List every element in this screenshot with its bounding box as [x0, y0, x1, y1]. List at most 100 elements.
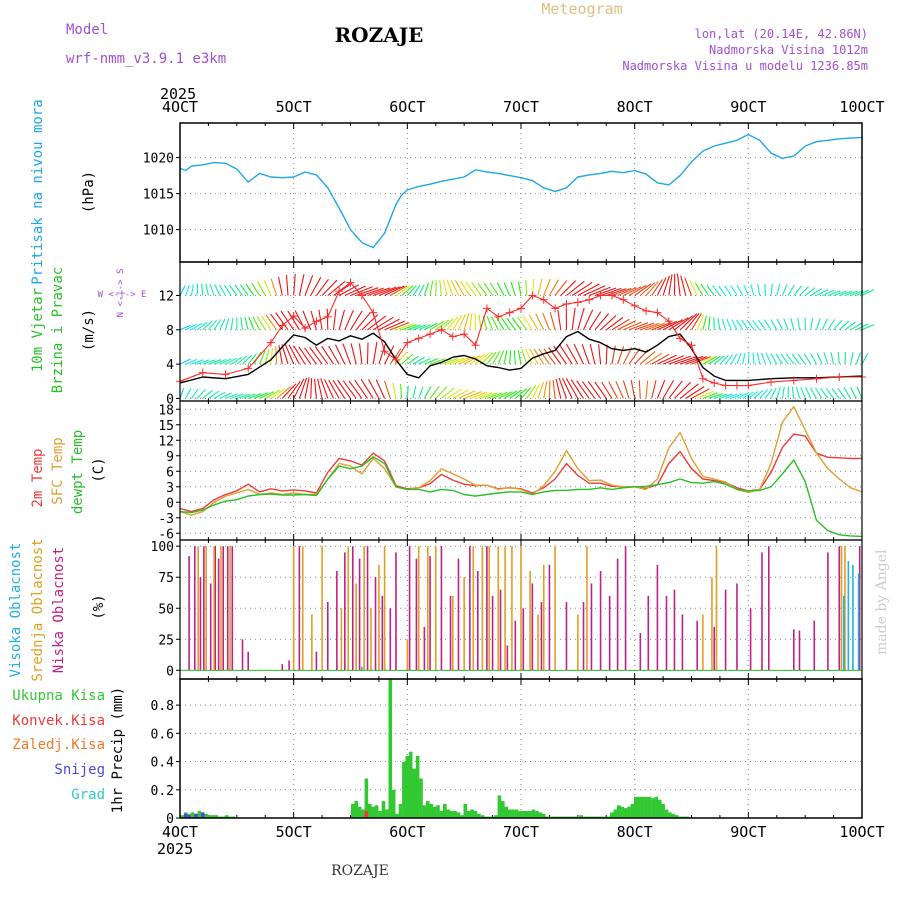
wind-arrow	[463, 313, 470, 330]
wind-arrow	[354, 379, 368, 399]
wind-arrow	[679, 355, 704, 365]
wind-arrow	[342, 343, 352, 365]
wind-gust-marker	[221, 370, 230, 379]
wind-gust-marker	[391, 355, 400, 364]
wind-arrow	[719, 393, 733, 399]
wind-arrow	[492, 391, 508, 399]
precip-total-bar	[640, 796, 645, 818]
wind-arrow	[770, 353, 778, 365]
pressure-title: Pritisak na nivou mora	[30, 99, 46, 284]
precip-total-bar	[381, 801, 386, 818]
wind-arrow	[293, 378, 305, 399]
wind-arrow	[439, 279, 442, 296]
wind-arrow	[764, 283, 766, 296]
wind-arrow	[265, 389, 280, 399]
wind-arrow	[752, 352, 755, 365]
precip-total-bar	[473, 810, 478, 818]
wind-arrow	[230, 317, 234, 330]
wind-arrow	[471, 282, 482, 296]
wind-arrow	[209, 283, 215, 296]
pressure-line	[179, 133, 863, 249]
wind-title-1: 10m Vjetar	[30, 288, 46, 372]
precip-total-bar	[385, 809, 389, 818]
temp-2m-line	[179, 433, 862, 513]
wind-arrow	[317, 378, 323, 399]
wind-gust-marker	[426, 330, 435, 339]
wind-arrow	[645, 352, 663, 365]
wind-arrow	[190, 388, 199, 399]
wind-arrow	[816, 289, 829, 296]
temp-ytick-label: 15	[158, 419, 174, 434]
wind-arrow	[412, 284, 421, 296]
precip-total-bar	[497, 795, 502, 818]
wind-gust-marker	[539, 295, 548, 304]
wind-arrow	[327, 280, 346, 296]
wind-arrow	[486, 351, 497, 365]
wind-gust-marker	[198, 368, 207, 377]
wind-arrow	[651, 279, 663, 296]
station-title: ROZAJE	[335, 23, 424, 47]
wind-arrow	[691, 313, 702, 331]
wind-arrow	[429, 385, 440, 399]
precip-total-bar	[422, 805, 427, 818]
wind-arrow	[252, 316, 261, 331]
wind-arrow	[713, 355, 725, 365]
wind-arrow	[270, 348, 273, 365]
precip-snow-bar	[194, 813, 198, 818]
wind-arrow	[298, 377, 308, 399]
wind-arrow	[293, 273, 296, 296]
wind-arrow	[366, 342, 369, 365]
precip-total-bar	[654, 796, 659, 818]
wind-arrow	[384, 285, 405, 296]
wind-arrow	[708, 393, 723, 399]
wind-arrow	[821, 318, 828, 331]
wind-gust-marker	[596, 291, 605, 300]
wind-arrow	[725, 354, 734, 365]
wind-arrow	[378, 286, 401, 297]
wind-arrow	[321, 279, 338, 296]
wind-arrow	[757, 283, 761, 296]
wind-arrow	[423, 282, 430, 296]
wind-arrow	[202, 359, 216, 365]
wind-arrow	[850, 322, 863, 331]
wind-gust-marker	[380, 347, 389, 356]
wind-arrow	[752, 319, 761, 331]
wind-arrow	[497, 350, 505, 365]
wind-arrow	[259, 391, 275, 399]
precip-total-bar	[531, 809, 536, 818]
wind-arrow	[395, 323, 413, 331]
wind-arrow	[185, 358, 198, 365]
top-time-label: 10OCT	[839, 98, 884, 116]
wind-arrow	[674, 315, 694, 331]
wind-arrow	[185, 388, 192, 399]
wind-arrow	[750, 284, 755, 296]
wind-arrow	[309, 346, 323, 365]
bottom-time-label: 9OCT	[730, 823, 766, 841]
wind-arrow	[225, 393, 238, 399]
wind-arrow	[573, 343, 584, 365]
wind-arrow	[310, 378, 313, 399]
precip-total-bar	[419, 778, 423, 818]
wind-arrow	[708, 316, 711, 330]
precip-total-bar	[664, 809, 669, 818]
wind-arrow	[483, 282, 494, 296]
wind-gust-marker	[710, 378, 719, 387]
wind-arrow	[401, 353, 414, 365]
wind-arrow	[588, 311, 602, 331]
wind-arrow	[684, 277, 693, 296]
wind-arrow	[765, 352, 772, 365]
wind-arrow	[521, 349, 528, 365]
wind-arrow	[725, 393, 738, 399]
wind-gust-marker	[789, 376, 798, 385]
wind-arrow	[830, 352, 835, 365]
wind-arrow	[855, 352, 862, 365]
wind-arrow	[577, 283, 600, 296]
wind-arrow	[257, 281, 266, 296]
wind-arrow	[827, 319, 836, 331]
wind-gust-marker	[528, 291, 537, 300]
precip-total-bar	[398, 803, 403, 818]
wind-arrow	[384, 320, 406, 331]
wind-arrow	[528, 314, 539, 331]
wind-arrow	[679, 383, 699, 399]
